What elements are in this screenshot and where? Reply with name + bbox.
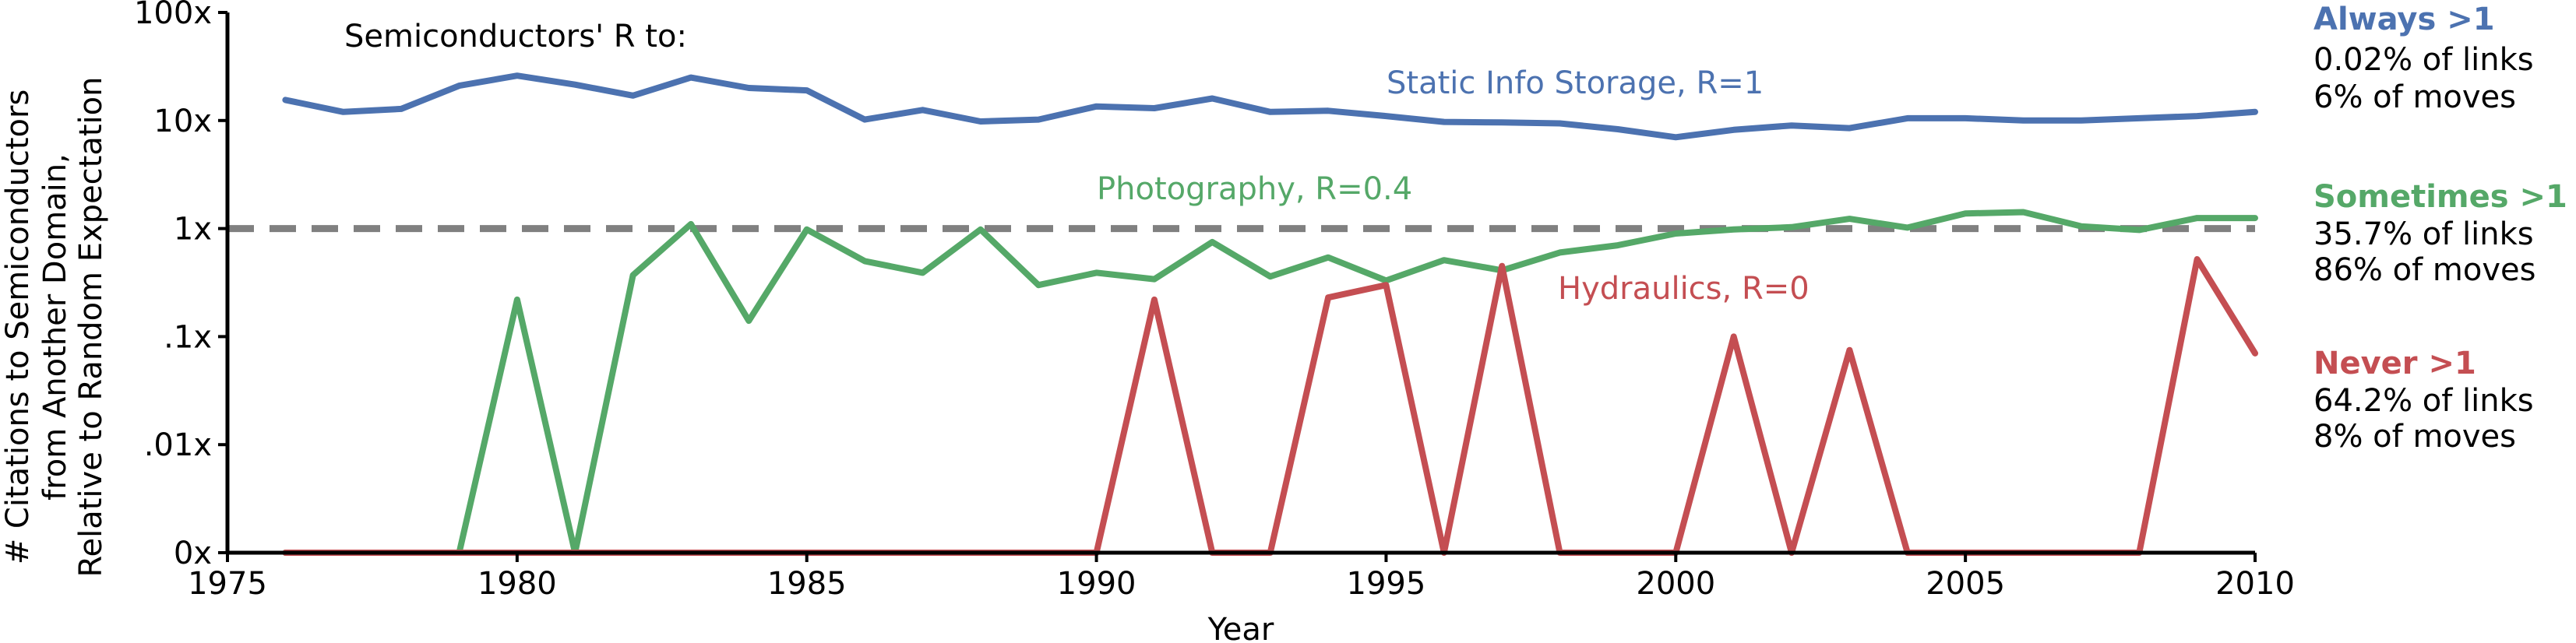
x-tick-label: 1995	[1347, 566, 1426, 602]
chart-title: Semiconductors' R to:	[344, 19, 687, 54]
side-legend-never: Never >1 64.2% of links 8% of moves	[2313, 346, 2534, 455]
side-legend-sometimes-moves: 86% of moves	[2313, 252, 2535, 288]
y-axis-title-line-1: # Citations to Semiconductors	[0, 90, 36, 565]
x-tick-label: 2010	[2215, 566, 2295, 602]
annotation-photography: Photography, R=0.4	[1097, 171, 1412, 207]
x-tick-label: 2000	[1636, 566, 1715, 602]
x-tick-label: 1980	[477, 566, 557, 602]
y-tick-label: .01x	[144, 427, 212, 463]
y-tick-label: 100x	[134, 0, 212, 31]
side-legend-sometimes: Sometimes >1 35.7% of links 86% of moves	[2313, 179, 2567, 288]
y-axis-title: # Citations to Semiconductors from Anoth…	[0, 77, 109, 578]
x-tick-label: 1985	[767, 566, 847, 602]
side-legend-always-moves: 6% of moves	[2313, 79, 2516, 115]
x-tick-label: 2005	[1926, 566, 2005, 602]
side-legend-always-links: 0.02% of links	[2313, 42, 2534, 78]
side-legend-sometimes-links: 35.7% of links	[2313, 216, 2534, 252]
y-tick-label: .1x	[164, 319, 212, 355]
side-legend-never-moves: 8% of moves	[2313, 419, 2516, 455]
side-legend-always-title: Always >1	[2313, 2, 2495, 37]
series-line-hydraulics-r-0	[282, 256, 2258, 556]
series-line-static-info-storage-r-1	[282, 72, 2258, 141]
y-axis-title-line-2: from Another Domain,	[37, 153, 73, 501]
y-tick-label: 1x	[174, 212, 212, 248]
side-legend-never-title: Never >1	[2313, 346, 2476, 381]
annotation-static-info-storage: Static Info Storage, R=1	[1387, 65, 1764, 101]
side-legend-sometimes-title: Sometimes >1	[2313, 179, 2567, 215]
series-line-photography-r-0-4	[282, 209, 2258, 556]
annotation-hydraulics: Hydraulics, R=0	[1558, 271, 1810, 307]
x-tick-label: 1975	[188, 566, 267, 602]
y-tick-label: 10x	[153, 104, 212, 139]
x-axis-title: Year	[1207, 612, 1274, 643]
y-axis-title-line-3: Relative to Random Expectation	[73, 77, 109, 578]
y-tick-label: 0x	[174, 536, 212, 571]
side-legend-always: Always >1 0.02% of links 6% of moves	[2313, 2, 2534, 115]
side-legend-never-links: 64.2% of links	[2313, 383, 2534, 419]
x-tick-label: 1990	[1057, 566, 1136, 602]
